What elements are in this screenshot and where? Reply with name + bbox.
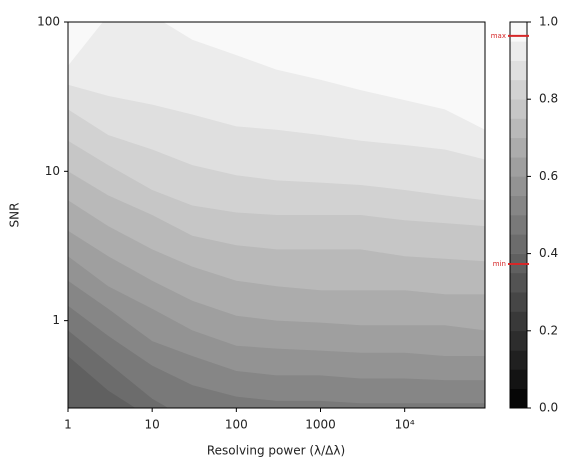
colorbar-tick-label: 1.0 (539, 15, 558, 29)
colorbar-band (510, 369, 527, 389)
plot-area (68, 22, 485, 408)
colorbar-marker-label: max (491, 32, 506, 40)
x-tick-label: 10 (145, 418, 160, 432)
colorbar-band (510, 79, 527, 100)
colorbar-band (510, 22, 527, 42)
x-tick-label: 100 (225, 418, 248, 432)
y-tick-label: 100 (37, 15, 60, 29)
contour-band (68, 22, 485, 130)
x-tick-label: 1000 (305, 418, 336, 432)
colorbar-band (510, 60, 527, 81)
y-tick-label: 10 (45, 164, 60, 178)
colorbar-band (510, 215, 527, 235)
colorbar-band (510, 137, 527, 158)
colorbar-tick-label: 0.4 (539, 246, 558, 260)
colorbar-tick-label: 0.0 (539, 401, 558, 415)
colorbar-tick-label: 0.6 (539, 169, 558, 183)
x-tick-label: 10⁴ (395, 418, 415, 432)
colorbar-band (510, 118, 527, 139)
colorbar-band (510, 350, 527, 370)
colorbar-band (510, 195, 527, 216)
colorbar-band (510, 99, 527, 119)
x-axis-label: Resolving power (λ/Δλ) (207, 444, 345, 458)
colorbar-frame (509, 21, 528, 409)
x-tick-label: 1 (64, 418, 72, 432)
colorbar-band (510, 292, 527, 312)
colorbar-tick-label: 0.8 (539, 92, 558, 106)
colorbar-band (510, 157, 527, 177)
colorbar-band (510, 234, 527, 254)
colorbar-band (510, 330, 527, 351)
colorbar-marker-label: min (493, 260, 506, 268)
plot-frame (67, 21, 486, 409)
colorbar-band (510, 311, 527, 332)
colorbar-band (510, 272, 527, 293)
y-tick-label: 1 (52, 313, 60, 327)
colorbar-band (510, 388, 527, 409)
colorbar-tick-label: 0.2 (539, 323, 558, 337)
y-axis-label: SNR (8, 203, 22, 228)
colorbar-band (510, 176, 527, 196)
colorbar-band (510, 41, 527, 61)
